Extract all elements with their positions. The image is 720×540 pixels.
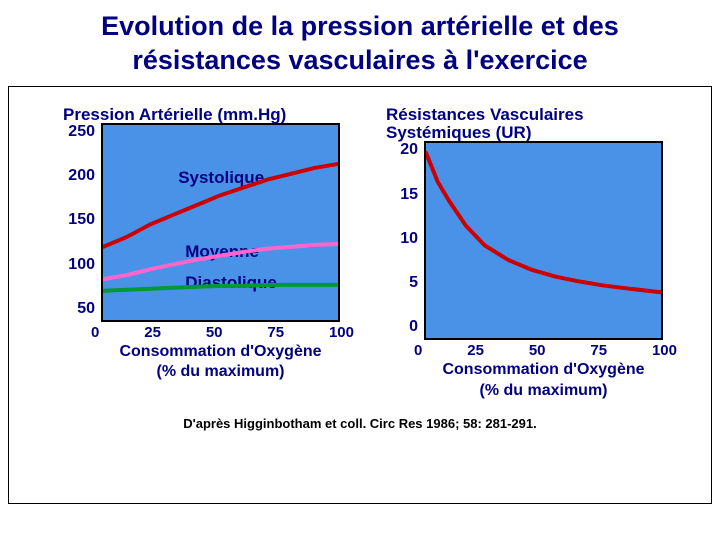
left-xaxis: 0 25 50 75 100 xyxy=(91,324,354,341)
right-xaxis: 0 25 50 75 100 xyxy=(414,342,677,359)
right-chart-title-l2: Systémiques (UR) xyxy=(386,123,531,143)
tick-label: 15 xyxy=(400,186,418,204)
chart-frame: Pression Artérielle (mm.Hg) 250200150100… xyxy=(8,86,712,504)
tick-label: 75 xyxy=(267,324,284,341)
left-chart-title: Pression Artérielle (mm.Hg) xyxy=(63,105,286,125)
tick-label: 5 xyxy=(409,274,418,292)
resistance-line xyxy=(426,153,661,292)
right-xlabel-line2: (% du maximum) xyxy=(424,382,663,400)
left-yaxis: 250 200 150 100 50 xyxy=(57,123,101,318)
tick-label: 0 xyxy=(91,324,99,341)
moyenne-line xyxy=(103,244,338,279)
citation-text: D'après Higginbotham et coll. Circ Res 1… xyxy=(19,416,701,431)
tick-label: 200 xyxy=(68,167,95,185)
tick-label: 50 xyxy=(206,324,223,341)
left-xlabel-line1: Consommation d'Oxygène xyxy=(101,343,340,361)
tick-label: 100 xyxy=(68,256,95,274)
left-chart: Pression Artérielle (mm.Hg) 250200150100… xyxy=(57,105,340,401)
left-xlabel-line2: (% du maximum) xyxy=(101,363,340,381)
diastolique-line xyxy=(103,285,338,291)
tick-label: 25 xyxy=(144,324,161,341)
right-xlabel-line1: Consommation d'Oxygène xyxy=(424,361,663,379)
tick-label: 0 xyxy=(414,342,422,359)
tick-label: 50 xyxy=(529,342,546,359)
slide-title: Evolution de la pression artérielle et d… xyxy=(0,0,720,86)
right-yaxis: 20 15 10 5 0 xyxy=(380,141,424,336)
left-plot-area: Systolique Moyenne Diastolique xyxy=(101,123,340,322)
tick-label: 250 xyxy=(68,123,95,141)
tick-label: 100 xyxy=(329,324,354,341)
tick-label: 50 xyxy=(77,300,95,318)
systolique-line xyxy=(103,164,338,247)
tick-label: 100 xyxy=(652,342,677,359)
tick-label: 150 xyxy=(68,211,95,229)
tick-label: 20 xyxy=(400,141,418,159)
right-chart-title-l1: Résistances Vasculaires xyxy=(386,105,584,125)
tick-label: 10 xyxy=(400,230,418,248)
right-plot-area xyxy=(424,141,663,340)
tick-label: 25 xyxy=(467,342,484,359)
right-chart: Résistances Vasculaires Systémiques (UR)… xyxy=(380,105,663,401)
tick-label: 0 xyxy=(409,318,418,336)
tick-label: 75 xyxy=(590,342,607,359)
